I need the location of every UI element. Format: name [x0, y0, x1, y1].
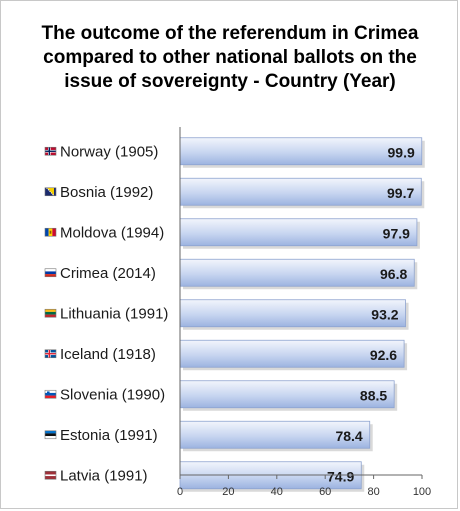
- value-label: 92.6: [370, 347, 397, 363]
- value-label: 74.9: [327, 468, 354, 484]
- bar: [179, 420, 371, 449]
- x-tick-label: 60: [319, 486, 331, 498]
- value-label: 96.8: [380, 266, 407, 282]
- category-label: Slovenia (1990): [60, 386, 165, 403]
- value-labels: 99.9 99.7 97.9 96.8 93.2 92.6 88.5 78.4 74.9: [327, 144, 415, 484]
- bosnia-flag-icon: [44, 187, 57, 197]
- value-label: 97.9: [383, 225, 410, 241]
- latvia-flag-icon: [44, 470, 57, 480]
- x-tick-label: 100: [413, 486, 431, 498]
- bar: [179, 380, 395, 409]
- title-line: compared to other national ballots on th…: [43, 47, 417, 68]
- x-axis: 0 20 40 60 80 100: [177, 127, 431, 498]
- bars-group: [179, 137, 425, 492]
- x-tick-label: 40: [271, 486, 283, 498]
- bar: [179, 258, 415, 287]
- bar: [179, 137, 423, 166]
- category-label: Latvia (1991): [60, 467, 148, 484]
- norway-flag-icon: [44, 146, 57, 156]
- moldova-flag-icon: [44, 227, 57, 237]
- category-label: Bosnia (1992): [60, 184, 153, 201]
- estonia-flag-icon: [44, 430, 57, 440]
- value-label: 99.9: [388, 144, 415, 160]
- category-label: Iceland (1918): [60, 346, 156, 363]
- bar: [179, 299, 406, 328]
- bar: [179, 177, 422, 206]
- bar: [179, 218, 418, 247]
- title-line: The outcome of the referendum in Crimea: [41, 23, 419, 44]
- category-label: Norway (1905): [60, 143, 158, 160]
- iceland-flag-icon: [44, 349, 57, 359]
- value-label: 88.5: [360, 387, 387, 403]
- bar: [179, 339, 405, 368]
- x-tick-label: 80: [367, 486, 379, 498]
- category-label: Lithuania (1991): [60, 305, 168, 322]
- lithuania-flag-icon: [44, 308, 57, 318]
- category-label: Estonia (1991): [60, 427, 158, 444]
- category-labels: Norway (1905) Bosnia (1992) Moldova (1994)…: [44, 143, 168, 484]
- title-line: issue of sovereignty - Country (Year): [64, 71, 396, 92]
- chart-title: The outcome of the referendum in Crimea …: [10, 22, 450, 94]
- x-tick-label: 20: [222, 486, 234, 498]
- value-label: 93.2: [371, 306, 398, 322]
- russia-flag-icon: [44, 268, 57, 278]
- category-label: Moldova (1994): [60, 224, 164, 241]
- category-label: Crimea (2014): [60, 265, 156, 282]
- slovenia-flag-icon: [44, 389, 57, 399]
- x-tick-label: 0: [177, 486, 183, 498]
- value-label: 99.7: [387, 185, 414, 201]
- value-label: 78.4: [335, 428, 362, 444]
